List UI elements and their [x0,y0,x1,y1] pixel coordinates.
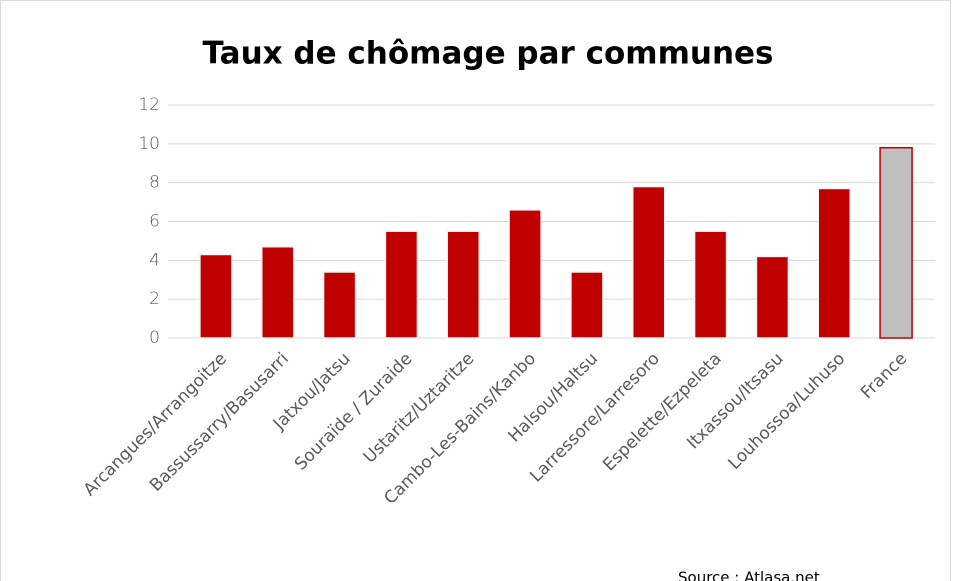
chart-title: Taux de chômage par communes [203,36,774,72]
bar [261,245,295,339]
y-tick-label: 10 [138,134,160,154]
bar [322,271,357,339]
bar [384,230,419,339]
source-note: Source : Atlasa.net [678,569,820,581]
y-tick-label: 8 [149,173,160,193]
bar [879,146,913,339]
x-tick-label: Louhossoa/Luhuso [724,349,849,474]
bar [446,230,480,339]
y-tick-label: 0 [149,328,160,348]
x-tick-label: Souraïde / Zuraide [291,349,417,475]
x-tick-label: France [857,349,911,403]
bar [632,185,666,339]
x-tick-label: Ustaritz/Uztaritze [360,349,479,468]
bar [755,255,790,339]
y-tick-label: 4 [149,250,160,270]
bar [693,230,728,339]
bar [508,209,542,339]
x-tick-label: Espelette/Ezpeleta [599,349,725,475]
y-tick-label: 6 [149,212,160,232]
bar [199,253,233,339]
y-tick-label: 2 [149,289,160,309]
bar [817,187,851,339]
y-tick-label: 12 [138,95,160,115]
bar [570,271,604,339]
